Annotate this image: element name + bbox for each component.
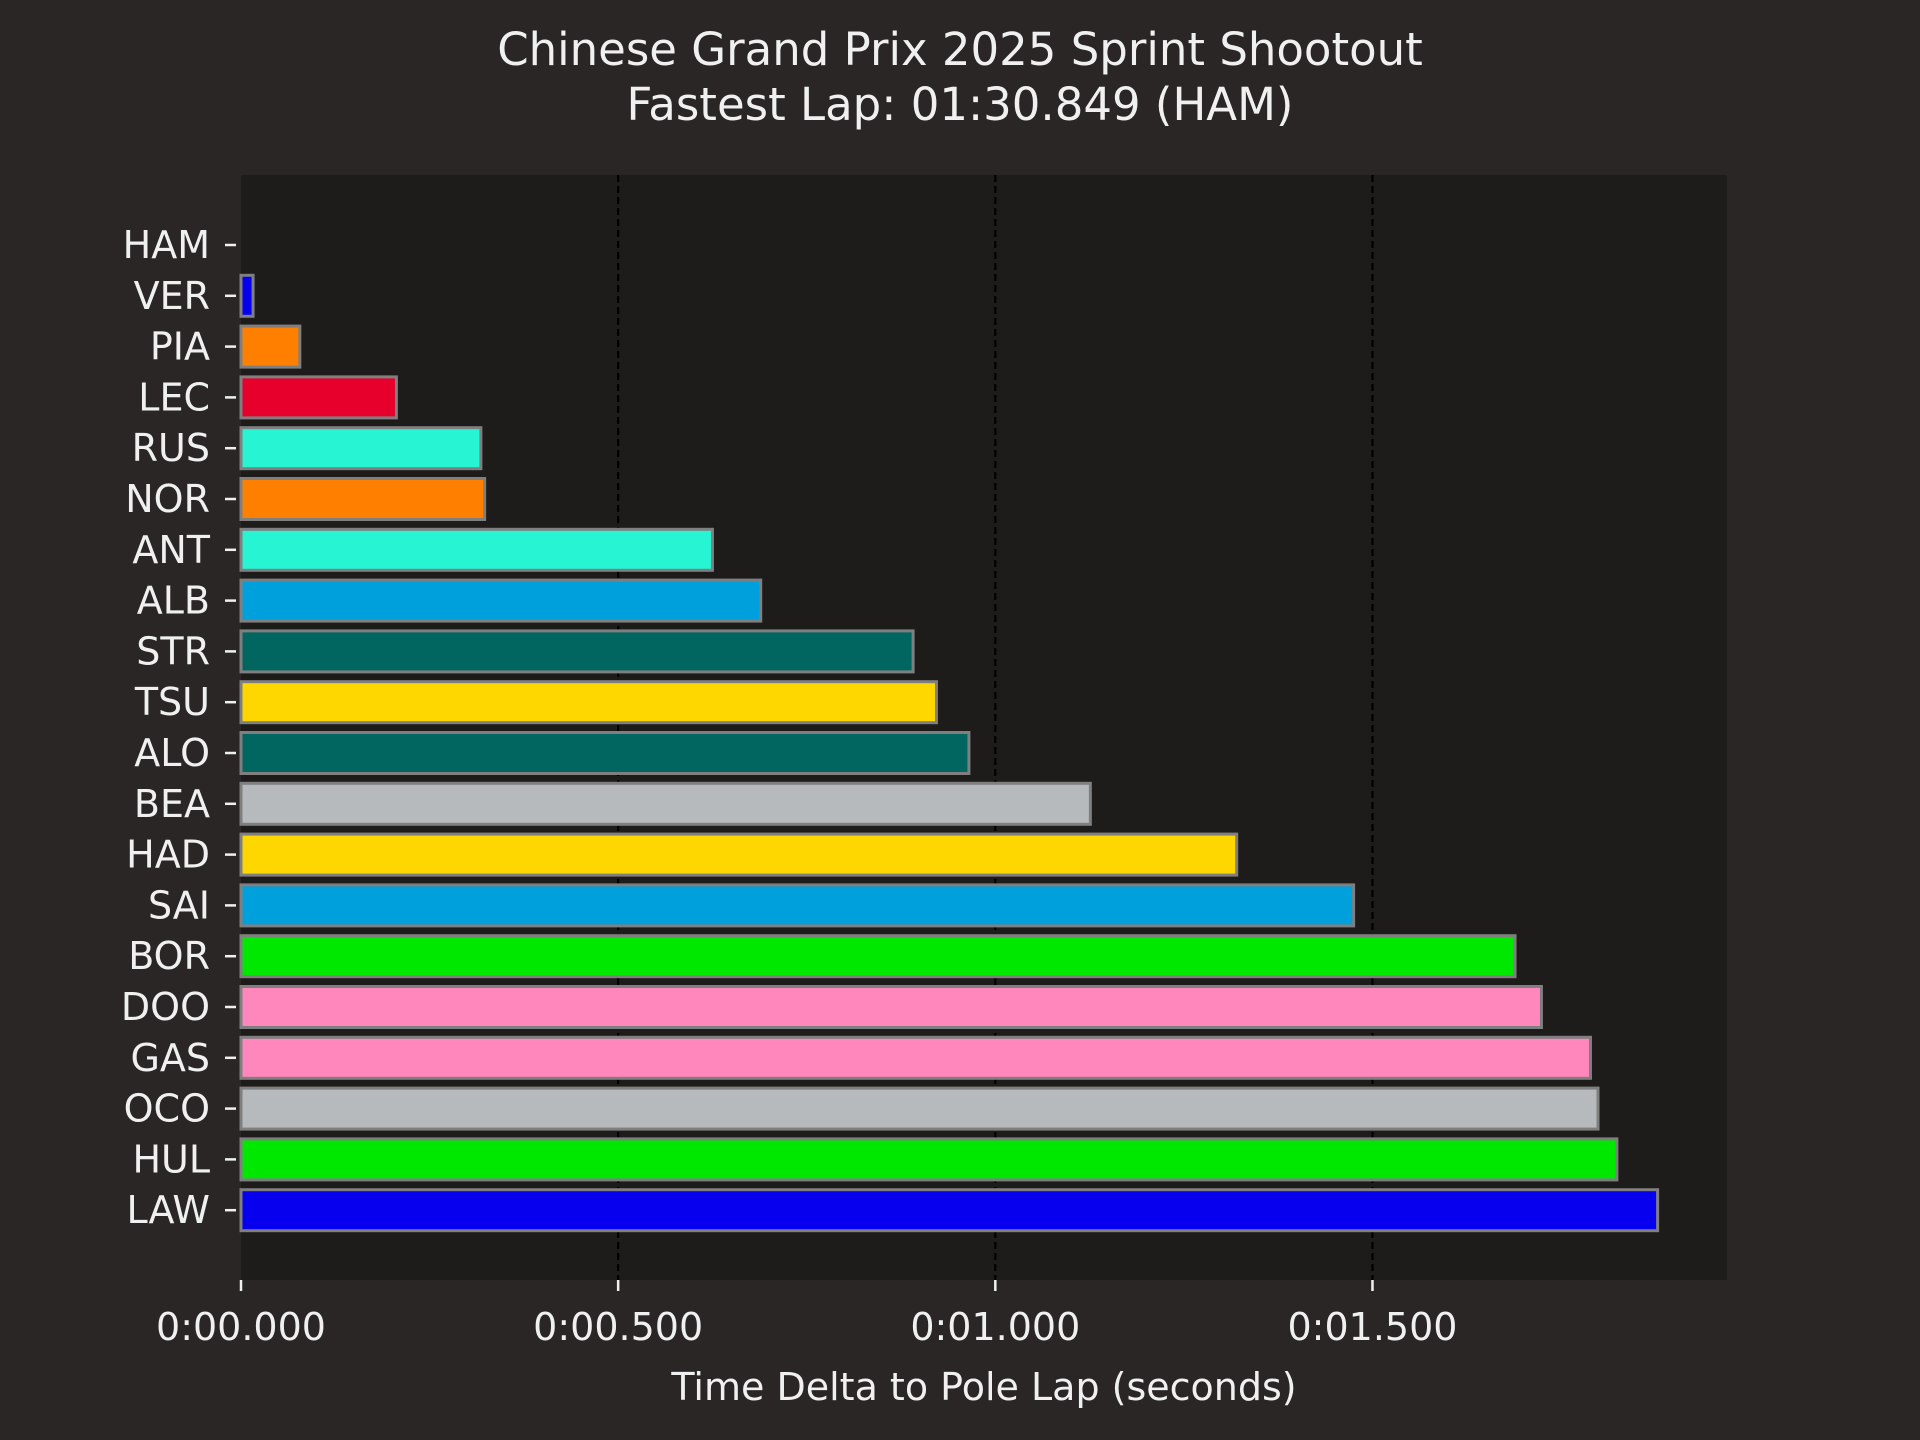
- x-axis-ticks: 0:00.000 0:00.500 0:01.000 0:01.500: [156, 1280, 1457, 1349]
- x-tick-label-1: 0:00.500: [533, 1305, 703, 1349]
- bar-ver: [239, 273, 255, 318]
- y-tick-label-bea: BEA: [134, 782, 210, 826]
- bar-gas: [239, 1035, 1592, 1080]
- bar-tsu: [239, 680, 938, 725]
- y-tick-label-had: HAD: [126, 833, 210, 877]
- bar-pia: [239, 324, 302, 369]
- y-tick-label-tsu: TSU: [134, 680, 210, 724]
- y-tick-label-rus: RUS: [132, 426, 210, 470]
- chart-title: Chinese Grand Prix 2025 Sprint Shootout: [497, 23, 1423, 76]
- y-tick-label-pia: PIA: [150, 325, 210, 369]
- y-tick-label-str: STR: [136, 629, 210, 673]
- bar-alo: [239, 731, 971, 775]
- bar-had: [239, 832, 1239, 877]
- y-tick-label-ham: HAM: [123, 223, 210, 267]
- y-tick-label-bor: BOR: [128, 934, 210, 978]
- y-tick-label-alo: ALO: [134, 731, 210, 775]
- y-tick-label-ant: ANT: [132, 528, 210, 572]
- bar-nor: [239, 477, 487, 521]
- x-tick-label-3: 0:01.500: [1287, 1305, 1457, 1349]
- y-tick-label-hul: HUL: [132, 1137, 210, 1181]
- x-axis-label: Time Delta to Pole Lap (seconds): [670, 1365, 1296, 1409]
- bars: [239, 273, 1660, 1233]
- y-tick-label-oco: OCO: [124, 1087, 210, 1131]
- grid-lines: [617, 175, 1374, 1280]
- x-tick-label-0: 0:00.000: [156, 1305, 326, 1349]
- bar-oco: [239, 1086, 1600, 1131]
- bar-rus: [239, 426, 483, 471]
- bar-bor: [239, 934, 1517, 979]
- bar-law: [239, 1188, 1660, 1233]
- y-tick-label-lec: LEC: [138, 375, 210, 419]
- bar-sai: [239, 883, 1356, 928]
- bar-bea: [239, 781, 1092, 826]
- chart-subtitle: Fastest Lap: 01:30.849 (HAM): [627, 78, 1294, 131]
- bar-hul: [239, 1137, 1619, 1182]
- bar-ant: [239, 527, 714, 572]
- bar-str: [239, 629, 915, 674]
- bar-doo: [239, 985, 1543, 1029]
- bar-alb: [239, 578, 763, 623]
- y-tick-label-sai: SAI: [148, 883, 210, 927]
- y-tick-label-ver: VER: [134, 274, 210, 318]
- y-tick-label-law: LAW: [126, 1188, 210, 1232]
- y-axis-ticks: HAM VER PIA LEC RUS NOR ANT ALB STR TSU ALO BEA HAD S…: [121, 223, 236, 1232]
- y-tick-label-alb: ALB: [137, 579, 210, 623]
- y-tick-label-doo: DOO: [121, 985, 210, 1029]
- y-tick-label-nor: NOR: [125, 477, 210, 521]
- x-tick-label-2: 0:01.000: [910, 1305, 1080, 1349]
- y-tick-label-gas: GAS: [130, 1036, 210, 1080]
- bar-lec: [239, 375, 398, 420]
